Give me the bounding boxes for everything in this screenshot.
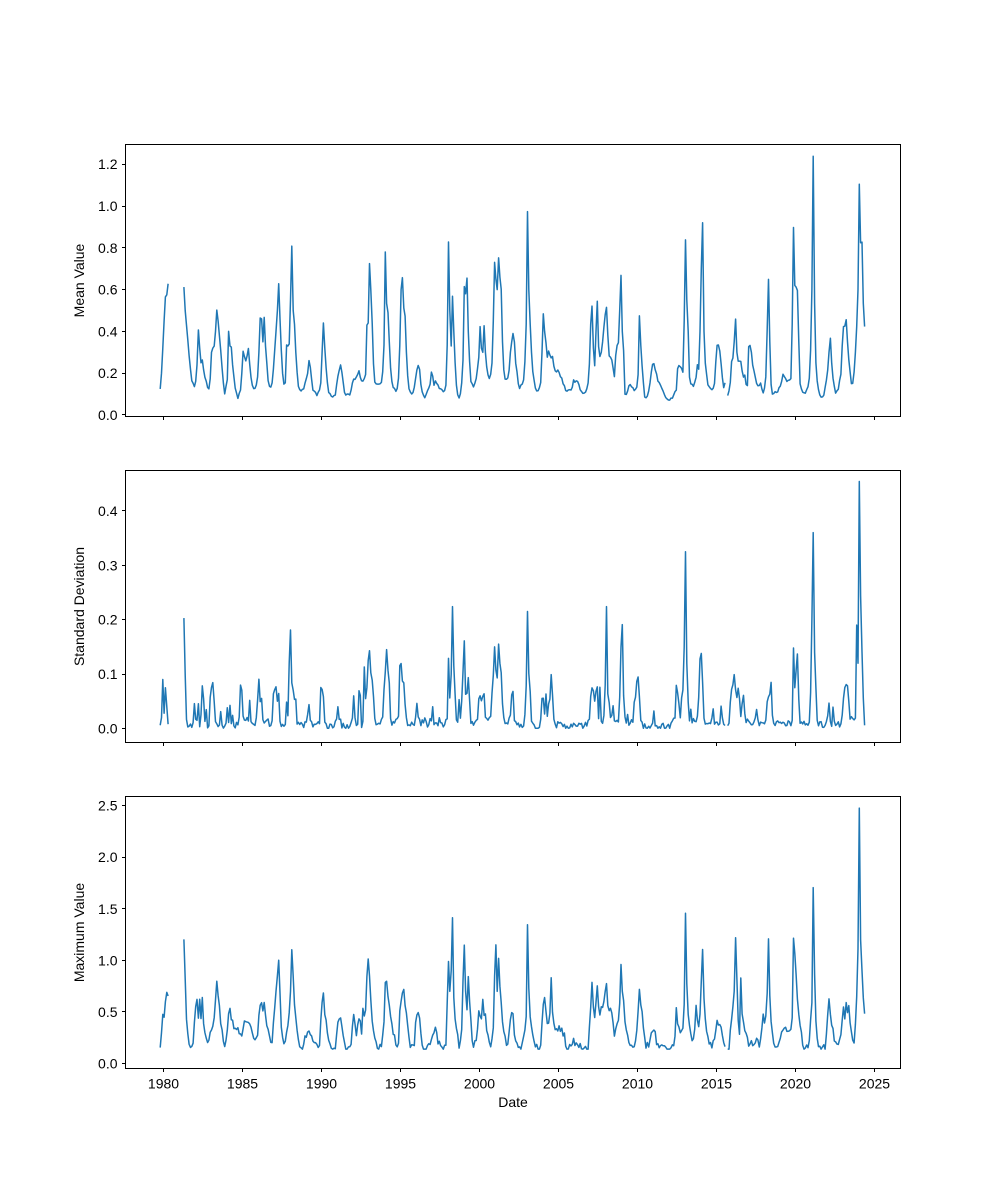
svg-text:1.0: 1.0 (98, 198, 118, 214)
svg-text:Date: Date (498, 1094, 528, 1110)
svg-text:2.5: 2.5 (98, 798, 118, 814)
svg-text:Maximum Value: Maximum Value (71, 883, 87, 983)
svg-text:0.4: 0.4 (98, 323, 118, 339)
svg-text:2010: 2010 (622, 1076, 653, 1092)
svg-text:1995: 1995 (385, 1076, 416, 1092)
svg-text:2020: 2020 (780, 1076, 811, 1092)
svg-text:0.3: 0.3 (98, 557, 118, 573)
svg-text:2.0: 2.0 (98, 849, 118, 865)
svg-text:1990: 1990 (306, 1076, 337, 1092)
svg-text:Mean Value: Mean Value (71, 243, 87, 317)
svg-text:0.2: 0.2 (98, 365, 118, 381)
svg-text:0.0: 0.0 (98, 721, 118, 737)
svg-text:0.4: 0.4 (98, 503, 118, 519)
svg-text:1980: 1980 (148, 1076, 179, 1092)
svg-text:0.5: 0.5 (98, 1004, 118, 1020)
svg-text:1.0: 1.0 (98, 952, 118, 968)
svg-text:2025: 2025 (859, 1076, 890, 1092)
svg-text:2015: 2015 (701, 1076, 732, 1092)
svg-text:1.2: 1.2 (98, 156, 118, 172)
svg-text:1.5: 1.5 (98, 901, 118, 917)
svg-text:0.1: 0.1 (98, 666, 118, 682)
svg-text:0.8: 0.8 (98, 240, 118, 256)
svg-text:Standard Deviation: Standard Deviation (71, 547, 87, 666)
svg-text:2005: 2005 (543, 1076, 574, 1092)
svg-text:0.2: 0.2 (98, 612, 118, 628)
svg-text:0.0: 0.0 (98, 407, 118, 423)
svg-text:1985: 1985 (227, 1076, 258, 1092)
svg-text:0.6: 0.6 (98, 282, 118, 298)
svg-text:2000: 2000 (464, 1076, 495, 1092)
svg-text:0.0: 0.0 (98, 1056, 118, 1072)
